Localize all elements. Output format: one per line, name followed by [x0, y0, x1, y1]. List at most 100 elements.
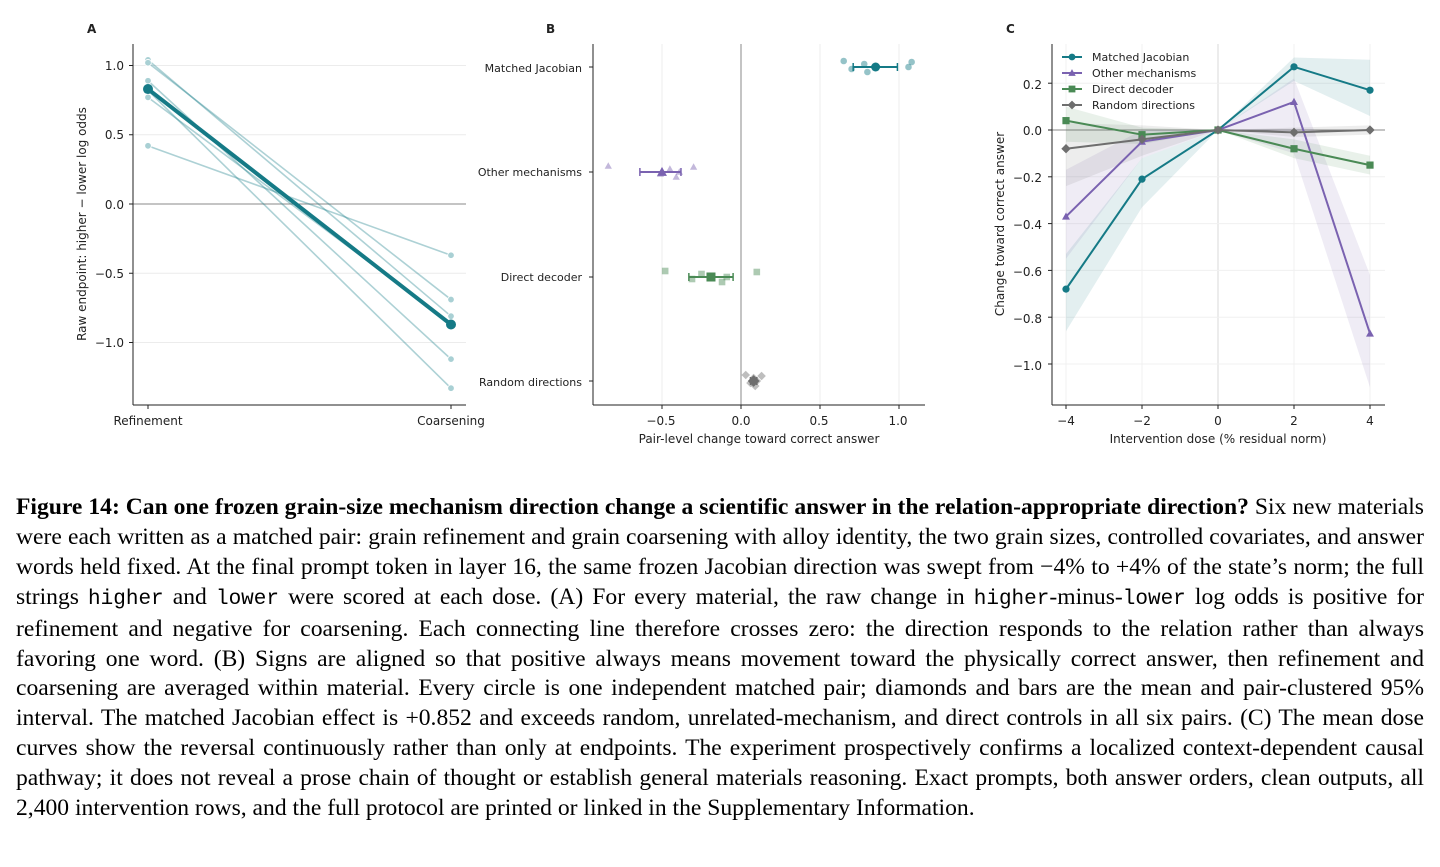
panel-b-pair-point	[688, 275, 696, 283]
caption-text: were scored at each dose. (A) For every …	[288, 583, 965, 610]
panel-b-pair-point	[840, 57, 847, 65]
panel-a-label: A	[87, 22, 97, 36]
panel-b-pair-point	[689, 163, 698, 170]
panel-a-pair-line	[147, 62, 452, 301]
panel-a-pair-line	[147, 89, 452, 389]
panel-a: A Raw endpoint: higher − lower log odds …	[75, 22, 485, 428]
panel-c-data-point	[1138, 175, 1146, 183]
panel-b-label: B	[546, 22, 555, 36]
panel-b-category: Matched Jacobian	[485, 62, 582, 75]
panel-a-mean-line	[146, 87, 453, 327]
panel-b-pair-point	[718, 278, 726, 286]
panel-a-mean-point	[143, 84, 153, 95]
caption-text: Six new materials were each written as a…	[16, 494, 1424, 610]
panel-b: B Matched Jacobian Other mechanisms Dire…	[478, 22, 925, 446]
panel-a-pair-point	[144, 93, 152, 102]
caption-text: log odds is positive for refinement and …	[16, 583, 1424, 822]
panel-b-pair-point	[661, 267, 669, 275]
panel-a-pair-point	[144, 59, 152, 67]
panel-a-xtick-refinement: Refinement	[113, 414, 182, 428]
caption-text: -minus-	[1049, 583, 1123, 610]
panel-c-data-point	[1213, 125, 1223, 135]
panel-c-ytick: −0.8	[1013, 312, 1042, 326]
panel-c-data-point	[1366, 161, 1374, 169]
legend-other-mechanisms: Other mechanisms	[1092, 67, 1196, 80]
panel-b-xtick: 1.0	[888, 414, 907, 428]
caption-code: higher	[88, 587, 164, 611]
panel-b-category: Direct decoder	[501, 271, 583, 284]
panel-b-pair-point	[672, 173, 680, 180]
panel-b-pair-point	[905, 63, 912, 71]
panel-b-pair-point	[666, 165, 674, 172]
panel-c-xtick: 4	[1366, 414, 1374, 428]
legend-marker	[1068, 85, 1076, 93]
panel-a-pair-point	[447, 312, 455, 320]
panel-c-label: C	[1006, 22, 1015, 36]
caption-code: lower	[215, 587, 279, 611]
panel-c-xtick: 2	[1290, 414, 1298, 428]
figure-caption: Figure 14: Can one frozen grain-size mec…	[16, 493, 1424, 824]
panel-a-pair-point	[144, 77, 152, 85]
panel-a-ytick: 1.0	[105, 59, 124, 73]
panel-a-pair-point	[447, 355, 455, 363]
panel-b-pair-point	[741, 370, 751, 380]
panel-b-mean-marker	[871, 62, 881, 72]
panel-c-data-point	[1290, 97, 1298, 105]
panel-c-ytick: −0.4	[1013, 218, 1042, 232]
panel-c-data-point	[1062, 212, 1070, 220]
caption-code: higher	[973, 587, 1050, 611]
caption-text: and	[172, 583, 207, 610]
panel-c-xlabel: Intervention dose (% residual norm)	[1110, 432, 1327, 446]
panel-c: C Change toward correct answer Intervent…	[993, 22, 1385, 446]
legend-random-directions: Random directions	[1092, 99, 1195, 112]
panel-b-pair-point	[757, 371, 766, 381]
panel-b-pair-point	[604, 162, 612, 169]
panel-a-pair-line	[147, 59, 452, 317]
panel-c-ytick: 0.2	[1023, 78, 1042, 92]
panel-c-data-point	[1366, 86, 1374, 94]
panel-a-xtick-coarsening: Coarsening	[417, 414, 485, 428]
panel-c-ci-band	[1066, 78, 1370, 388]
legend-marker	[1067, 100, 1077, 110]
panel-a-ylabel: Raw endpoint: higher − lower log odds	[75, 107, 89, 341]
panel-c-ci-band	[1066, 106, 1370, 175]
panel-c-ytick: 0.0	[1023, 124, 1042, 138]
panel-a-mean-point	[446, 319, 456, 330]
panel-b-mean-marker	[657, 166, 667, 176]
figure-14: A Raw endpoint: higher − lower log odds …	[75, 22, 1385, 446]
panel-c-data-point	[1290, 145, 1298, 153]
panel-a-pair-line	[147, 145, 452, 256]
panel-a-pair-point	[447, 384, 455, 392]
panel-b-xtick: 0.5	[809, 414, 828, 428]
panel-b-xtick: 0.0	[731, 414, 750, 428]
panel-a-ytick: 0.0	[105, 198, 124, 212]
panel-c-data-point	[1290, 63, 1298, 71]
panel-c-data-point	[1366, 329, 1374, 337]
legend-matched-jacobian: Matched Jacobian	[1092, 51, 1189, 64]
panel-a-ytick: −1.0	[95, 336, 124, 350]
caption-code: lower	[1122, 587, 1186, 611]
panel-c-ytick: −0.2	[1013, 171, 1042, 185]
panel-a-pair-point	[144, 142, 152, 150]
panel-a-ytick: −0.5	[95, 267, 124, 281]
legend-direct-decoder: Direct decoder	[1092, 83, 1174, 96]
panel-c-data-point	[1365, 125, 1375, 135]
panel-b-pair-point	[753, 268, 761, 276]
panel-b-pair-point	[698, 270, 705, 278]
panel-c-data-point	[1061, 144, 1071, 154]
panel-b-pair-point	[860, 60, 868, 68]
panel-b-pair-point	[908, 58, 915, 66]
panel-c-data-point	[1062, 117, 1070, 125]
panel-c-ytick: −0.6	[1013, 265, 1042, 279]
panel-a-pair-point	[447, 251, 455, 259]
panel-b-xtick: −0.5	[646, 414, 675, 428]
caption-heading: Figure 14: Can one frozen grain-size mec…	[16, 494, 1249, 520]
panel-c-xtick: −2	[1133, 414, 1151, 428]
panel-c-ylabel: Change toward correct answer	[993, 132, 1007, 316]
panel-a-ytick: 0.5	[105, 128, 124, 142]
panel-b-xlabel: Pair-level change toward correct answer	[639, 432, 880, 446]
panel-c-ytick: −1.0	[1013, 359, 1042, 373]
panel-c-ci-band	[1066, 57, 1370, 332]
legend-marker	[1068, 53, 1076, 61]
panel-c-xtick: −4	[1057, 414, 1075, 428]
